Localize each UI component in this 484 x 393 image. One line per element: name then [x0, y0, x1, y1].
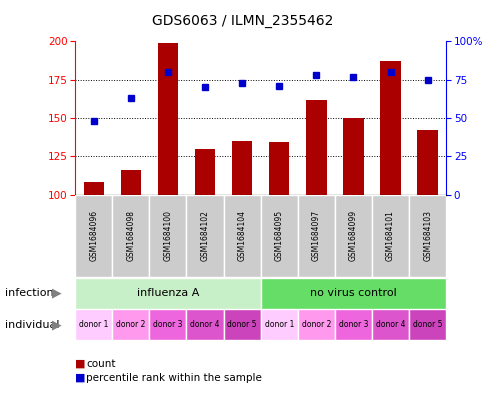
- Text: GSM1684103: GSM1684103: [422, 210, 431, 261]
- Bar: [371, 309, 408, 340]
- Text: ▶: ▶: [52, 318, 62, 331]
- Text: GSM1684101: GSM1684101: [385, 210, 394, 261]
- Bar: [334, 195, 371, 277]
- Bar: [371, 195, 408, 277]
- Text: GSM1684096: GSM1684096: [89, 210, 98, 261]
- Bar: [260, 278, 445, 309]
- Bar: [269, 142, 289, 195]
- Text: GDS6063 / ILMN_2355462: GDS6063 / ILMN_2355462: [151, 14, 333, 28]
- Text: GSM1684095: GSM1684095: [274, 210, 283, 261]
- Text: percentile rank within the sample: percentile rank within the sample: [86, 373, 262, 383]
- Bar: [75, 278, 260, 309]
- Text: GSM1684104: GSM1684104: [237, 210, 246, 261]
- Bar: [408, 309, 445, 340]
- Bar: [75, 309, 112, 340]
- Bar: [379, 61, 400, 195]
- Text: infection: infection: [5, 288, 53, 298]
- Text: ▶: ▶: [52, 286, 62, 300]
- Bar: [223, 195, 260, 277]
- Text: GSM1684100: GSM1684100: [163, 210, 172, 261]
- Bar: [260, 309, 297, 340]
- Text: donor 1: donor 1: [264, 320, 293, 329]
- Text: donor 5: donor 5: [412, 320, 441, 329]
- Bar: [149, 309, 186, 340]
- Text: donor 2: donor 2: [116, 320, 145, 329]
- Bar: [149, 195, 186, 277]
- Bar: [83, 182, 104, 195]
- Text: GSM1684098: GSM1684098: [126, 210, 135, 261]
- Bar: [260, 195, 297, 277]
- Text: donor 4: donor 4: [190, 320, 219, 329]
- Bar: [186, 195, 223, 277]
- Bar: [75, 195, 112, 277]
- Bar: [417, 130, 437, 195]
- Text: donor 4: donor 4: [375, 320, 405, 329]
- Text: donor 5: donor 5: [227, 320, 257, 329]
- Bar: [334, 309, 371, 340]
- Text: count: count: [86, 358, 116, 369]
- Text: donor 2: donor 2: [301, 320, 331, 329]
- Text: GSM1684102: GSM1684102: [200, 210, 209, 261]
- Bar: [157, 43, 178, 195]
- Bar: [408, 195, 445, 277]
- Text: ■: ■: [75, 358, 86, 369]
- Text: ■: ■: [75, 373, 86, 383]
- Text: GSM1684097: GSM1684097: [311, 210, 320, 261]
- Text: donor 3: donor 3: [153, 320, 182, 329]
- Bar: [231, 141, 252, 195]
- Bar: [195, 149, 215, 195]
- Text: influenza A: influenza A: [136, 288, 199, 298]
- Text: donor 3: donor 3: [338, 320, 367, 329]
- Bar: [223, 309, 260, 340]
- Text: no virus control: no virus control: [309, 288, 396, 298]
- Bar: [297, 195, 334, 277]
- Bar: [112, 309, 149, 340]
- Bar: [343, 118, 363, 195]
- Text: GSM1684099: GSM1684099: [348, 210, 357, 261]
- Bar: [186, 309, 223, 340]
- Text: individual: individual: [5, 320, 59, 330]
- Bar: [121, 170, 141, 195]
- Bar: [305, 99, 326, 195]
- Text: donor 1: donor 1: [79, 320, 108, 329]
- Bar: [112, 195, 149, 277]
- Bar: [297, 309, 334, 340]
